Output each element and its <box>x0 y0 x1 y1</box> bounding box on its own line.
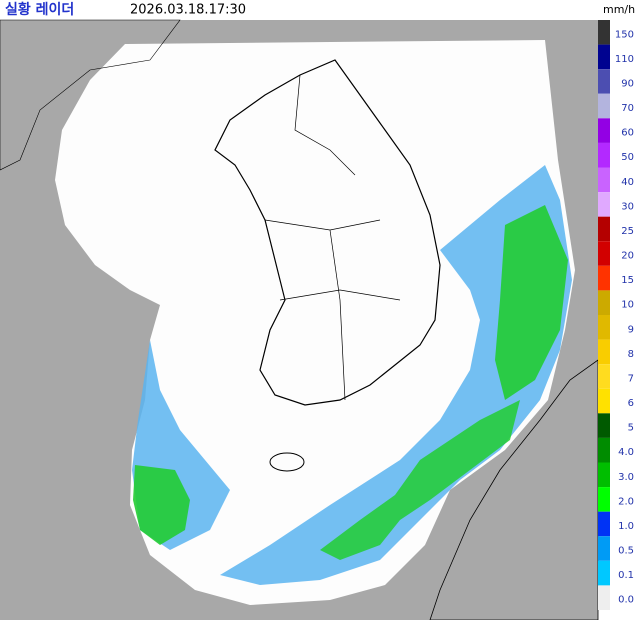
map <box>0 19 599 621</box>
legend-label: 90 <box>621 78 634 89</box>
legend-swatch <box>598 339 610 365</box>
legend-swatch <box>598 511 610 537</box>
legend-label: 25 <box>621 226 634 237</box>
legend-swatch <box>598 142 610 168</box>
legend-swatch <box>598 118 610 143</box>
legend-swatch <box>598 364 610 389</box>
legend-label: 150 <box>615 29 634 40</box>
legend-label: 8 <box>628 349 634 360</box>
peninsula-outline <box>214 59 441 406</box>
china-coast <box>0 19 181 171</box>
legend-label: 50 <box>621 152 634 163</box>
legend-swatch <box>598 44 610 70</box>
legend-label: 5 <box>628 423 634 434</box>
legend-swatch <box>598 413 610 438</box>
legend-swatch <box>598 241 610 266</box>
legend-swatch <box>598 462 610 488</box>
legend-swatch <box>598 93 610 119</box>
legend-label: 30 <box>621 201 634 212</box>
legend-swatch <box>598 585 610 610</box>
legend-label: 20 <box>621 251 634 262</box>
legend-swatch <box>598 290 610 315</box>
legend-swatch <box>598 265 610 291</box>
legend-label: 7 <box>628 373 634 384</box>
legend-label: 3.0 <box>618 472 634 483</box>
legend-swatch <box>598 20 610 45</box>
unit: mm/h <box>603 3 635 16</box>
legend-label: 4.0 <box>618 447 634 458</box>
legend: 150 110 90 70 60 50 40 30 25 20 15 10 9 8 7 6 5 4.0 3.0 2.0… <box>598 20 634 610</box>
rain-area-green <box>320 400 520 560</box>
legend-label: 60 <box>621 128 634 139</box>
legend-label: 0.0 <box>618 595 634 606</box>
legend-label: 9 <box>628 324 634 335</box>
legend-swatch <box>598 216 610 242</box>
legend-swatch <box>598 487 610 512</box>
header-bar <box>0 0 635 20</box>
jeju-island <box>269 452 305 472</box>
legend-swatch <box>598 437 610 463</box>
legend-swatch <box>598 167 610 193</box>
title: 실황 레이더 <box>5 1 74 18</box>
province-borders <box>264 74 401 401</box>
legend-label: 0.5 <box>618 546 634 557</box>
rain-area-green <box>495 205 568 400</box>
legend-label: 40 <box>621 177 634 188</box>
legend-label: 1.0 <box>618 521 634 532</box>
rain-area-blue <box>220 165 572 585</box>
legend-label: 15 <box>621 275 634 286</box>
legend-label: 110 <box>615 54 634 65</box>
legend-label: 0.1 <box>618 570 634 581</box>
legend-label: 70 <box>621 103 634 114</box>
legend-swatch <box>598 315 610 340</box>
legend-swatch <box>598 69 610 94</box>
legend-swatch <box>598 560 610 586</box>
legend-label: 10 <box>621 300 634 311</box>
legend-swatch <box>598 388 610 414</box>
timestamp: 2026.03.18.17:30 <box>130 3 246 18</box>
rain-area-green <box>133 465 190 545</box>
legend-label: 6 <box>628 398 634 409</box>
legend-swatch <box>598 192 610 217</box>
legend-label: 2.0 <box>618 496 634 507</box>
legend-swatch <box>598 536 610 561</box>
